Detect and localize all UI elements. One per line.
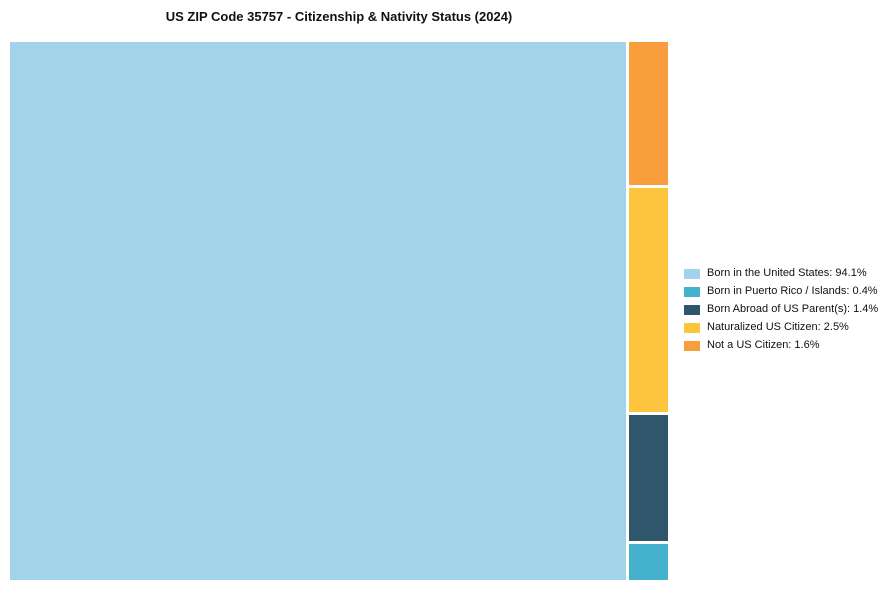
legend-label: Not a US Citizen: 1.6% (707, 339, 820, 351)
legend-label: Born in Puerto Rico / Islands: 0.4% (707, 285, 878, 297)
legend-item: Not a US Citizen: 1.6% (684, 340, 878, 351)
legend-item: Born Abroad of US Parent(s): 1.4% (684, 304, 878, 315)
legend-label: Born in the United States: 94.1% (707, 267, 867, 279)
legend: Born in the United States: 94.1% Born in … (684, 268, 878, 351)
treemap-cell-not-a-us-citizen (629, 42, 668, 185)
legend-swatch (684, 340, 700, 351)
chart-title: US ZIP Code 35757 - Citizenship & Nativi… (165, 9, 513, 24)
legend-item: Born in Puerto Rico / Islands: 0.4% (684, 286, 878, 297)
treemap-plot (10, 42, 668, 580)
legend-label: Naturalized US Citizen: 2.5% (707, 321, 849, 333)
treemap-cell-naturalized-us-citizen (629, 188, 668, 412)
legend-label: Born Abroad of US Parent(s): 1.4% (707, 303, 879, 315)
legend-item: Born in the United States: 94.1% (684, 268, 878, 279)
legend-swatch (684, 322, 700, 333)
legend-swatch (684, 286, 700, 297)
legend-item: Naturalized US Citizen: 2.5% (684, 322, 878, 333)
legend-swatch (684, 268, 700, 279)
treemap-cell-born-abroad-of-us-parent-s (629, 415, 668, 541)
legend-swatch (684, 304, 700, 315)
treemap-cell-born-in-puerto-rico-islands (629, 544, 668, 580)
treemap-cell-born-in-the-united-states (10, 42, 626, 580)
